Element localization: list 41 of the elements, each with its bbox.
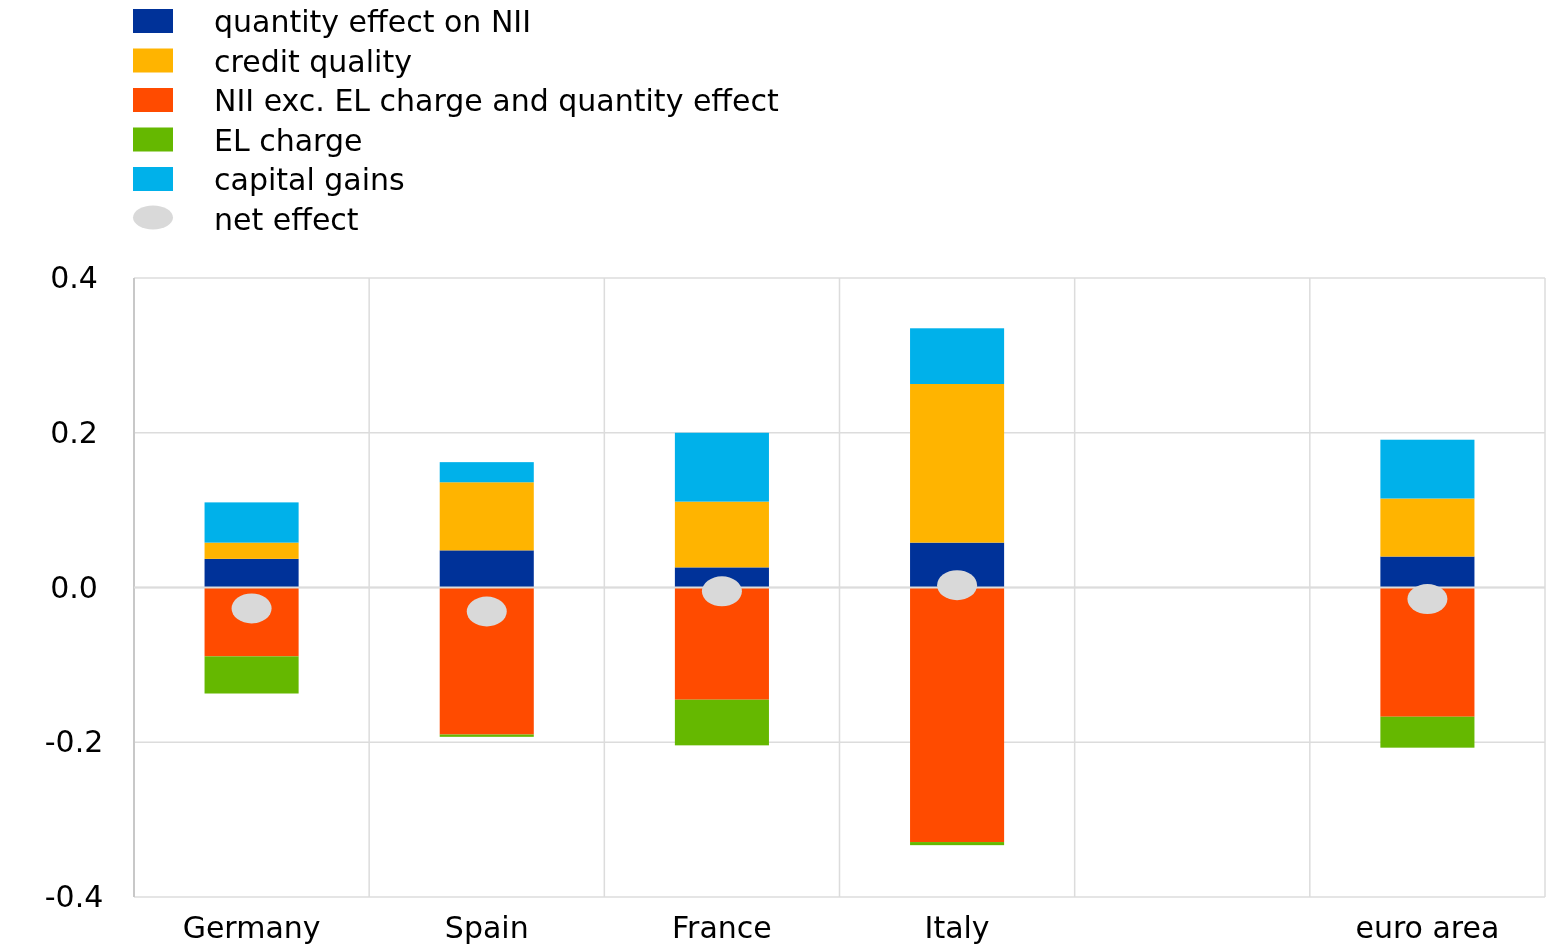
bar bbox=[674, 501, 769, 568]
x-tick-label: Spain bbox=[444, 910, 529, 946]
legend-label: EL charge bbox=[214, 122, 363, 158]
bar bbox=[910, 842, 1005, 846]
bar bbox=[1380, 587, 1475, 717]
y-tick-label: 0.0 bbox=[50, 569, 98, 605]
bar bbox=[910, 587, 1005, 843]
point bbox=[466, 596, 507, 627]
point bbox=[1407, 584, 1448, 615]
bar bbox=[910, 384, 1005, 543]
point bbox=[937, 570, 978, 601]
legend-label: net effect bbox=[214, 201, 359, 237]
legend-label: quantity effect on NII bbox=[214, 4, 532, 39]
x-tick-label: euro area bbox=[1355, 910, 1500, 946]
point bbox=[701, 576, 742, 607]
bar bbox=[439, 587, 534, 735]
legend-label: capital gains bbox=[214, 162, 405, 197]
bar bbox=[1380, 439, 1475, 499]
x-tick-label: Germany bbox=[182, 910, 321, 946]
x-tick-label: Italy bbox=[924, 910, 990, 946]
bar bbox=[439, 550, 534, 588]
x-tick-label: France bbox=[672, 910, 772, 946]
bar bbox=[204, 542, 299, 559]
bar bbox=[1380, 498, 1475, 557]
bar bbox=[439, 462, 534, 483]
legend-label: NII exc. EL charge and quantity effect bbox=[214, 83, 779, 118]
y-tick-label: 0.2 bbox=[50, 414, 98, 450]
bar bbox=[439, 482, 534, 551]
bar bbox=[674, 699, 769, 746]
bar bbox=[674, 432, 769, 502]
y-tick-label: -0.4 bbox=[44, 879, 104, 915]
legend-label: credit quality bbox=[214, 43, 412, 79]
y-tick-label: -0.2 bbox=[44, 724, 104, 760]
bar bbox=[1380, 716, 1475, 748]
bar bbox=[204, 502, 299, 543]
bar bbox=[204, 558, 299, 588]
y-tick-label: 0.4 bbox=[50, 260, 98, 296]
bar bbox=[910, 328, 1005, 384]
bar bbox=[204, 656, 299, 694]
bar bbox=[674, 587, 769, 700]
bar bbox=[1380, 556, 1475, 588]
